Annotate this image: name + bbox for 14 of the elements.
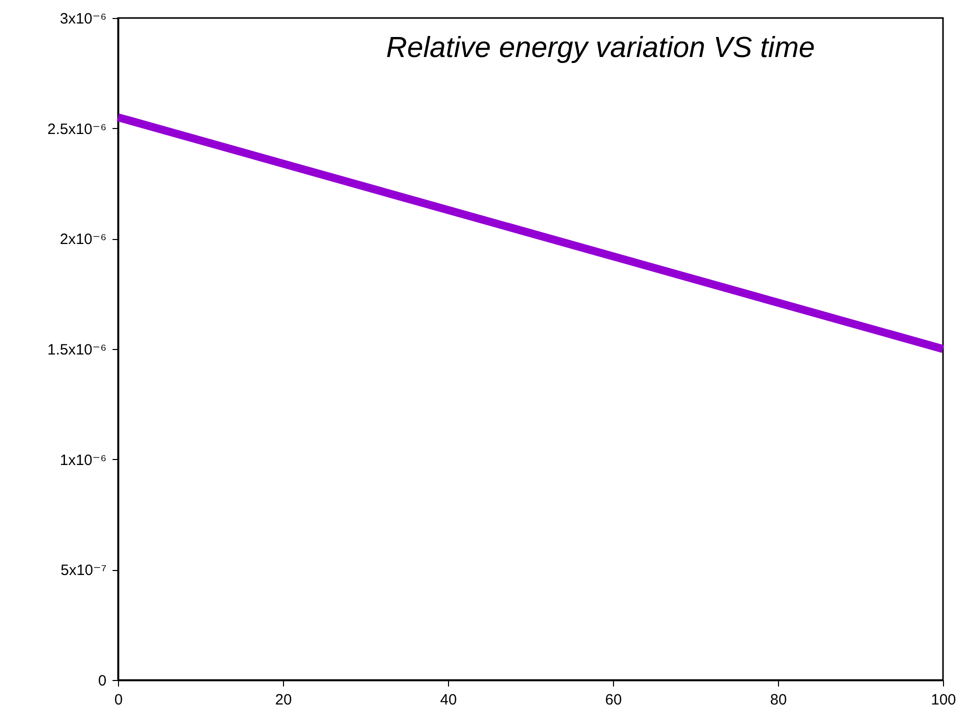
y-tick-label: 5x10⁻⁷ [60,562,106,580]
x-tick-label: 0 [114,692,123,707]
x-tick-label: 100 [930,692,956,707]
y-tick-label: 2.5x10⁻⁶ [47,120,106,138]
x-tick-label: 40 [440,692,457,707]
x-tick-label: 20 [275,692,292,707]
y-tick-label: 1x10⁻⁶ [60,452,106,469]
x-tick-label: 80 [770,692,787,707]
text: Relative energy variation VS time [386,32,815,64]
y-tick-label: 3x10⁻⁶ [60,10,106,28]
y-tick-label: 0 [98,672,106,690]
y-tick-label: 1.5x10⁻⁶ [47,342,106,358]
x-tick-label: 60 [605,692,622,707]
y-tick-label: 2x10⁻⁶ [60,231,106,248]
